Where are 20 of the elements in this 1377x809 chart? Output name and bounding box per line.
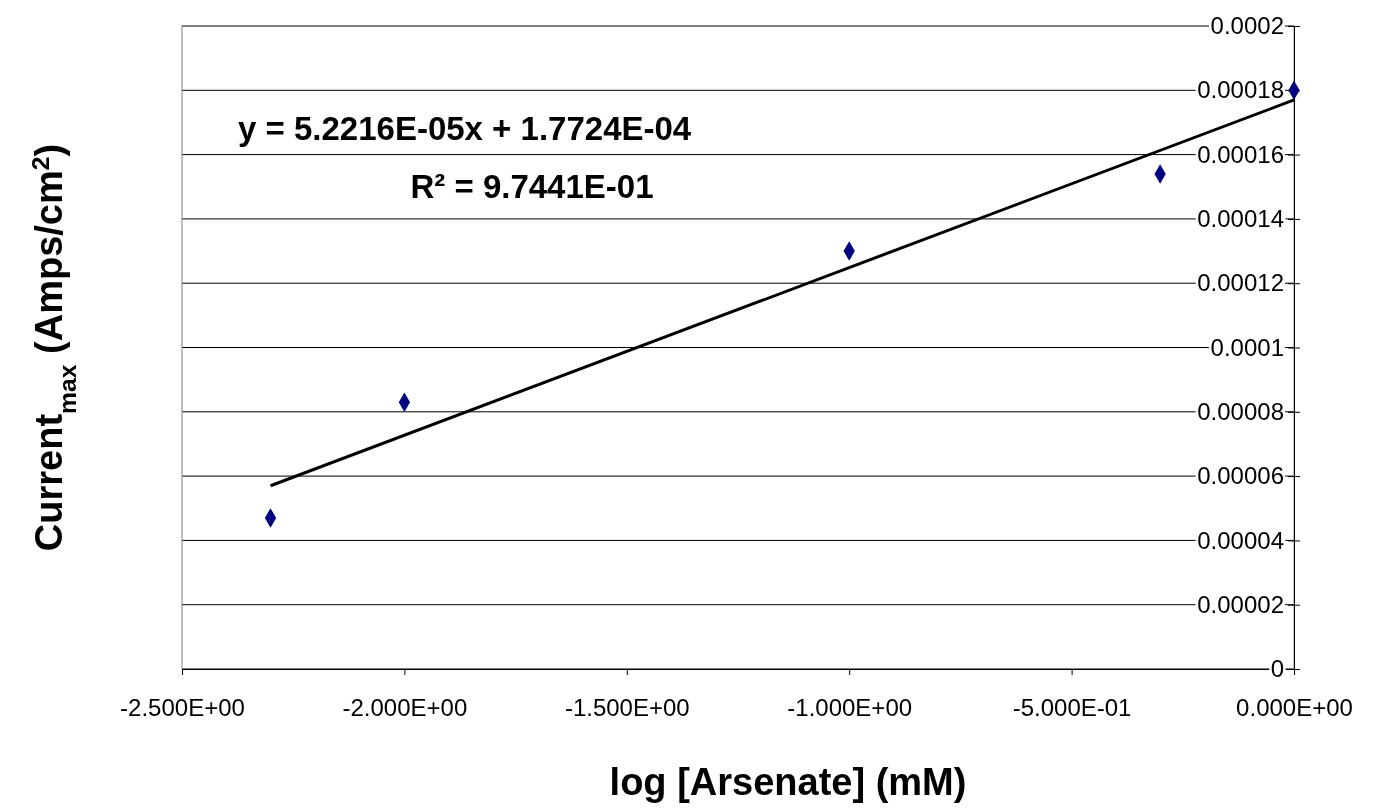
y-tick-label: 0.00018 [1197, 76, 1284, 104]
x-tick-label: -2.500E+00 [120, 694, 245, 722]
x-tick-label: -1.000E+00 [787, 694, 913, 722]
y-tick-label: 0.00016 [1197, 140, 1284, 168]
y-tick-label: 0.00006 [1197, 462, 1284, 490]
x-tick-label: -1.500E+00 [564, 694, 690, 722]
y-tick-label: 0.00014 [1197, 205, 1284, 233]
y-tick-label: 0.00008 [1197, 397, 1284, 425]
y-tick-label: 0.0001 [1210, 333, 1284, 361]
x-tick-label: -5.000E-01 [1012, 694, 1132, 722]
y-tick-label: 0 [1270, 655, 1284, 683]
annotation: y = 5.2216E-05x + 1.7724E-04 [238, 110, 692, 147]
annotation: R² = 9.7441E-01 [410, 168, 654, 205]
x-tick-label: 0.000E+00 [1236, 694, 1353, 722]
x-axis-title: log [Arsenate] (mM) [609, 761, 967, 803]
y-tick-label: 0.0002 [1210, 12, 1284, 40]
y-tick-label: 0.00004 [1197, 526, 1284, 554]
y-tick-label: 0.00002 [1197, 590, 1284, 618]
x-tick-label: -2.000E+00 [342, 694, 468, 722]
y-tick-label: 0.00012 [1197, 269, 1284, 297]
